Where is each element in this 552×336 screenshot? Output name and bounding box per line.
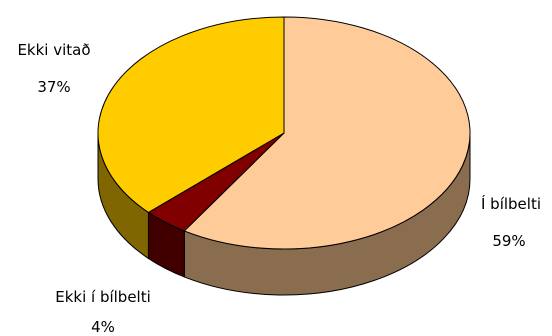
- pie-tops: [97, 16, 471, 250]
- slice-label-ekki-vitad: Ekki vitað: [17, 41, 90, 59]
- pie-labels: Ekki vitað 37% Í bílbelti 59% Ekki í bíl…: [17, 41, 541, 336]
- pie-slice-i-bilbelti: [183, 16, 471, 250]
- slice-label-ekki-i-bilbelti: Ekki í bílbelti: [55, 288, 151, 306]
- slice-value-ekki-i-bilbelti: 4%: [91, 318, 115, 336]
- slice-value-ekki-vitad: 37%: [37, 78, 70, 96]
- pie-slice-ekki-vita: [97, 16, 285, 213]
- slice-value-i-bilbelti: 59%: [492, 232, 525, 250]
- slice-label-i-bilbelti: Í bílbelti: [481, 194, 541, 213]
